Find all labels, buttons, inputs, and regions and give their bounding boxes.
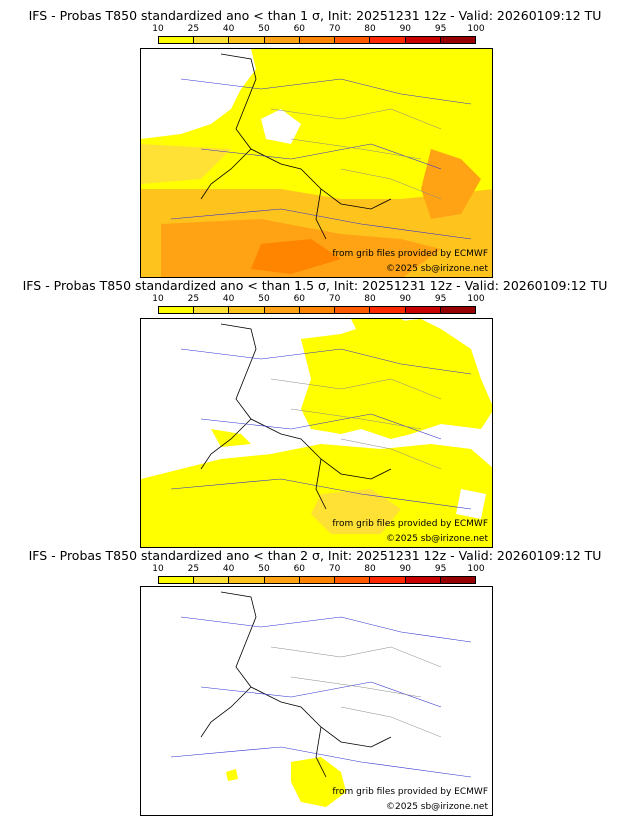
- tick-label: 100: [467, 294, 485, 304]
- tick-label: 25: [187, 294, 200, 304]
- map-panel-3: IFS - Probas T850 standardized ano < tha…: [0, 548, 630, 818]
- colorbar-segment: [194, 577, 230, 583]
- tick-label: 100: [467, 24, 485, 34]
- source-credit: from grib files provided by ECMWF: [332, 249, 488, 259]
- colorbar-segment: [194, 307, 230, 313]
- panel-title: IFS - Probas T850 standardized ano < tha…: [28, 8, 602, 23]
- copyright-credit: ©2025 sb@irizone.net: [386, 534, 488, 544]
- colorbar-segment: [335, 307, 371, 313]
- tick-label: 70: [328, 24, 341, 34]
- panel-title: IFS - Probas T850 standardized ano < tha…: [28, 548, 602, 563]
- tick-label: 50: [258, 294, 270, 304]
- tick-label: 10: [152, 564, 164, 574]
- tick-label: 90: [399, 294, 412, 304]
- colorbar-segment: [440, 37, 475, 43]
- probability-area-60: [251, 239, 341, 274]
- low-probability-area: [456, 489, 486, 519]
- tick-label: 40: [222, 24, 235, 34]
- tick-label: 80: [364, 24, 376, 34]
- tick-label: 60: [293, 24, 306, 34]
- tick-label: 25: [187, 24, 200, 34]
- tick-label: 95: [434, 564, 447, 574]
- tick-label: 50: [258, 24, 270, 34]
- map-panel-1: IFS - Probas T850 standardized ano < tha…: [0, 8, 630, 278]
- copyright-credit: ©2025 sb@irizone.net: [386, 264, 488, 274]
- probability-area-50: [421, 149, 481, 219]
- probability-area-10: [226, 769, 238, 781]
- tick-label: 40: [222, 294, 235, 304]
- colorbar: [158, 306, 476, 314]
- tick-label: 80: [364, 294, 376, 304]
- colorbar: [158, 36, 476, 44]
- tick-label: 70: [328, 294, 341, 304]
- colorbar-segment: [264, 577, 300, 583]
- colorbar-segment: [264, 37, 300, 43]
- borders: [270, 646, 442, 738]
- colorbar-segment: [405, 307, 441, 313]
- borders: [270, 108, 442, 200]
- colorbar-segment: [159, 37, 195, 43]
- colorbar-segment: [264, 307, 300, 313]
- tick-label: 10: [152, 24, 164, 34]
- colorbar-segment: [229, 37, 265, 43]
- tick-label: 10: [152, 294, 164, 304]
- source-credit: from grib files provided by ECMWF: [332, 519, 488, 529]
- probability-area-25: [141, 144, 231, 184]
- colorbar-segment: [370, 577, 406, 583]
- tick-label: 90: [399, 24, 412, 34]
- tick-label: 40: [222, 564, 235, 574]
- probability-area-10: [301, 319, 492, 439]
- colorbar-segment: [299, 307, 336, 313]
- colorbar-segment: [229, 307, 265, 313]
- map-panel-2: IFS - Probas T850 standardized ano < tha…: [0, 278, 630, 548]
- borders: [270, 378, 442, 470]
- copyright-credit: ©2025 sb@irizone.net: [386, 802, 488, 812]
- probability-map: from grib files provided by ECMWF ©2025 …: [140, 586, 493, 816]
- colorbar-segment: [194, 37, 230, 43]
- tick-label: 100: [467, 564, 485, 574]
- colorbar-segment: [335, 577, 371, 583]
- tick-label: 90: [399, 564, 412, 574]
- colorbar-segment: [299, 577, 336, 583]
- tick-label: 95: [434, 294, 447, 304]
- colorbar-segment: [370, 37, 406, 43]
- colorbar: [158, 576, 476, 584]
- colorbar-segment: [440, 577, 475, 583]
- low-probability-area: [141, 49, 256, 139]
- probability-area-25: [311, 489, 401, 534]
- colorbar-segment: [299, 37, 336, 43]
- probability-map: from grib files provided by ECMWF ©2025 …: [140, 318, 493, 548]
- colorbar-ticks: 10 25 40 50 60 70 80 90 95 100: [152, 564, 484, 576]
- probability-area-10: [141, 444, 492, 547]
- tick-label: 80: [364, 564, 376, 574]
- probability-area-10: [291, 757, 346, 807]
- tick-label: 95: [434, 24, 447, 34]
- panel-title: IFS - Probas T850 standardized ano < tha…: [22, 278, 608, 293]
- probability-area-10: [211, 429, 251, 447]
- tick-label: 70: [328, 564, 341, 574]
- colorbar-segment: [159, 577, 195, 583]
- tick-label: 60: [293, 294, 306, 304]
- colorbar-segment: [370, 307, 406, 313]
- tick-label: 25: [187, 564, 200, 574]
- tick-label: 60: [293, 564, 306, 574]
- colorbar-segment: [405, 37, 441, 43]
- probability-area-10: [351, 319, 421, 344]
- colorbar-ticks: 10 25 40 50 60 70 80 90 95 100: [152, 24, 484, 36]
- colorbar-segment: [335, 37, 371, 43]
- probability-map: from grib files provided by ECMWF ©2025 …: [140, 48, 493, 278]
- colorbar-segment: [405, 577, 441, 583]
- low-probability-area: [261, 109, 301, 144]
- colorbar-ticks: 10 25 40 50 60 70 80 90 95 100: [152, 294, 484, 306]
- tick-label: 50: [258, 564, 270, 574]
- colorbar-segment: [159, 307, 195, 313]
- colorbar-segment: [440, 307, 475, 313]
- colorbar-segment: [229, 577, 265, 583]
- source-credit: from grib files provided by ECMWF: [332, 787, 488, 797]
